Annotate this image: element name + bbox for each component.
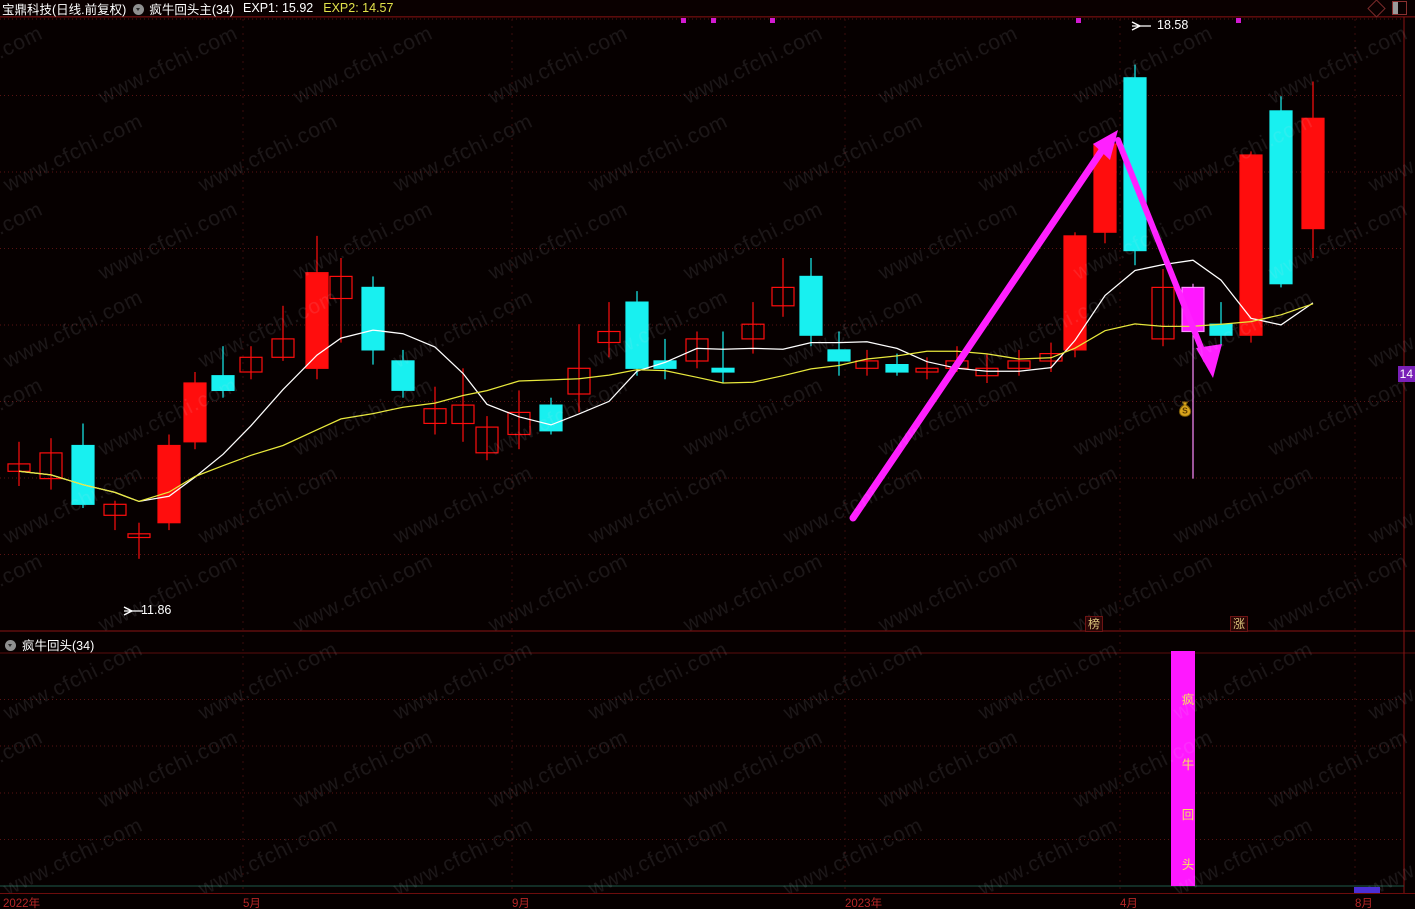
chevron-down-circle-icon[interactable] xyxy=(5,640,16,651)
current-price-tag: 14 xyxy=(1397,366,1415,382)
window-icon[interactable] xyxy=(1392,1,1407,15)
signal-bar-char-2: 牛 xyxy=(1181,758,1195,772)
top-marker-dot xyxy=(681,18,686,23)
sub-chart-bars xyxy=(1171,651,1195,886)
tag-bang[interactable]: 榜 xyxy=(1085,616,1104,632)
candlestick xyxy=(1301,81,1325,258)
candlestick xyxy=(741,302,765,354)
svg-text:S: S xyxy=(1182,405,1188,415)
candlestick xyxy=(103,500,127,531)
candlestick xyxy=(827,331,851,376)
axis-label: 2022年 xyxy=(3,898,41,909)
ma-line-long xyxy=(18,303,1314,503)
candlestick xyxy=(183,372,207,450)
candlestick xyxy=(1151,269,1175,347)
axis-label: 2023年 xyxy=(845,898,883,909)
candlestick xyxy=(567,324,591,413)
high-price-label: 18.58 xyxy=(1157,18,1189,32)
candlestick xyxy=(361,276,385,365)
indicator-name-label[interactable]: 疯牛回头主(34) xyxy=(149,2,235,17)
sub-pane-header: 疯牛回头(34) xyxy=(0,636,1415,653)
candlestick xyxy=(653,338,677,380)
candlestick xyxy=(885,353,909,376)
titlebar-right-icons xyxy=(1367,0,1415,18)
candlestick xyxy=(1063,232,1087,358)
candlestick xyxy=(7,441,31,486)
top-marker-dot xyxy=(711,18,716,23)
diamond-icon[interactable] xyxy=(1367,0,1386,18)
candlestick xyxy=(211,346,235,398)
candlestick xyxy=(239,346,263,380)
ma-line-short xyxy=(18,259,1314,503)
exp2-value-label: EXP2: 14.57 xyxy=(323,1,394,15)
signal-bar-char-4: 头 xyxy=(1181,858,1195,872)
candlestick xyxy=(1007,349,1031,376)
candlestick xyxy=(855,349,879,376)
candlestick xyxy=(71,423,95,508)
candlestick xyxy=(799,258,823,347)
candlestick xyxy=(157,434,181,531)
stock-name-label[interactable]: 宝鼎科技(日线.前复权) xyxy=(2,2,127,17)
top-marker-dot xyxy=(1236,18,1241,23)
candlestick xyxy=(475,416,499,461)
sub-indicator-name-label[interactable]: 疯牛回头(34) xyxy=(22,639,95,653)
candlestick xyxy=(597,302,621,358)
candlestick xyxy=(1123,64,1147,266)
candlestick xyxy=(305,235,329,380)
exp1-value-label: EXP1: 15.92 xyxy=(243,1,314,15)
candlestick xyxy=(423,386,447,435)
title-bar: 宝鼎科技(日线.前复权) 疯牛回头主(34) EXP1: 15.92 EXP2:… xyxy=(0,0,1415,18)
candlestick xyxy=(127,522,151,559)
candlestick xyxy=(451,368,475,442)
magenta-down-arrow xyxy=(1115,137,1222,378)
magenta-up-arrow xyxy=(849,130,1118,522)
axis-label: 9月 xyxy=(512,898,530,909)
signal-bar-char-1: 疯 xyxy=(1181,693,1195,707)
low-price-label: 11.86 xyxy=(141,603,172,617)
money-bag-icon[interactable]: S xyxy=(1178,401,1192,417)
candlestick xyxy=(685,331,709,369)
candlestick xyxy=(39,438,63,490)
candlestick xyxy=(329,258,353,343)
candlestick-series xyxy=(7,64,1325,559)
candlestick xyxy=(539,397,563,435)
top-marker-dot xyxy=(770,18,775,23)
signal-bar-char-3: 回 xyxy=(1181,808,1195,822)
time-axis-bar: 2022年 5月 9月 2023年 4月 8月 xyxy=(0,893,1415,909)
chevron-down-circle-icon[interactable] xyxy=(133,3,145,15)
candlestick xyxy=(507,390,531,450)
candlestick xyxy=(391,349,415,398)
candlestick xyxy=(1239,151,1263,343)
candlestick xyxy=(625,291,649,376)
axis-label: 5月 xyxy=(243,898,261,909)
tag-zhang[interactable]: 涨 xyxy=(1230,616,1249,632)
axis-label: 8月 xyxy=(1355,898,1373,909)
candlestick xyxy=(975,353,999,383)
sub-chart-signal-bar xyxy=(1171,651,1195,886)
candlestick xyxy=(271,305,295,361)
bottom-marker xyxy=(1354,887,1380,894)
top-marker-dot xyxy=(1076,18,1081,23)
candlestick xyxy=(915,357,939,380)
candlestick xyxy=(1269,96,1293,288)
candlestick xyxy=(711,331,735,383)
axis-label: 4月 xyxy=(1120,898,1138,909)
candlestick xyxy=(771,258,795,317)
